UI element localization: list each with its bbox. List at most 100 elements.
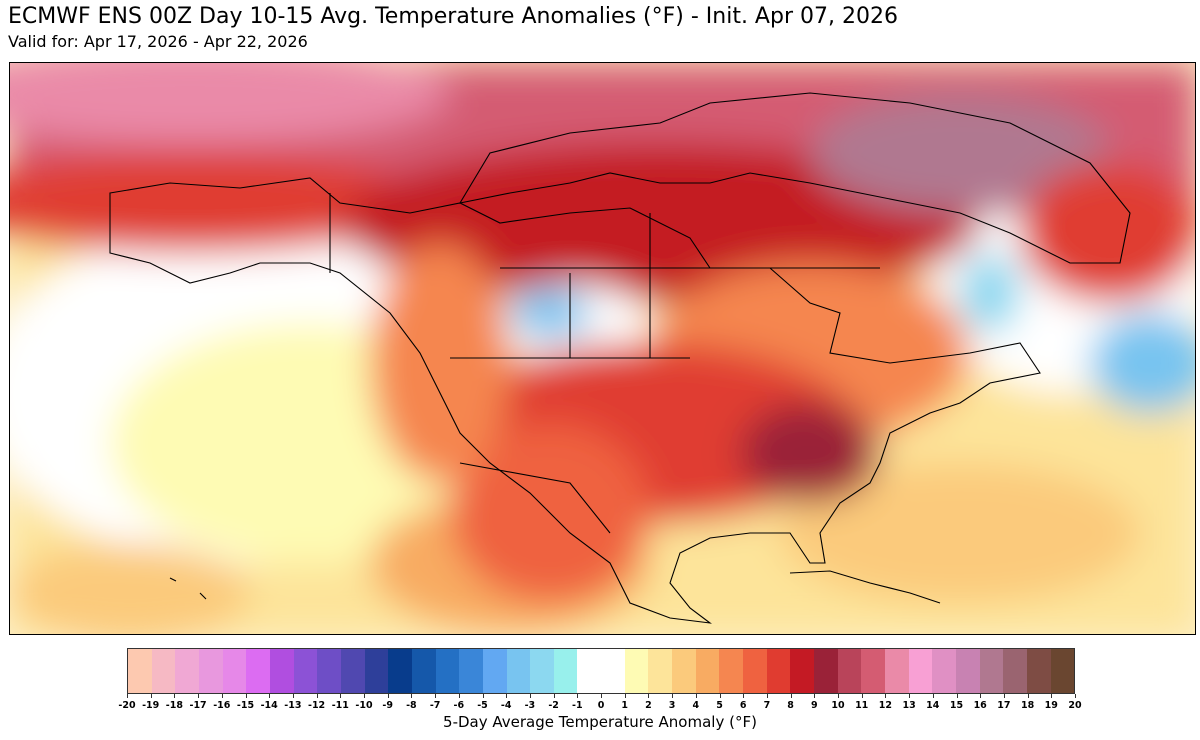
colorbar-tick-label: 4 <box>692 700 700 711</box>
colorbar-tick-label: -3 <box>524 700 536 711</box>
colorbar-bin <box>269 649 294 693</box>
colorbar-tick-label: -16 <box>213 700 231 711</box>
colorbar-tick-mark <box>127 694 128 698</box>
colorbar-tick-label: 17 <box>997 700 1011 711</box>
colorbar-tick-label: -7 <box>429 700 441 711</box>
colorbar-tick-mark <box>1003 694 1005 698</box>
colorbar-tick-label: -4 <box>500 700 512 711</box>
colorbar-bin <box>814 649 838 693</box>
colorbar-bin <box>364 649 389 693</box>
colorbar-tick-label: -8 <box>406 700 417 711</box>
colorbar-bin <box>885 649 909 693</box>
colorbar-bin <box>411 649 436 693</box>
colorbar-bin <box>435 649 460 693</box>
colorbar-bin <box>955 649 980 693</box>
colorbar-tick-mark <box>435 694 437 698</box>
colorbar-tick-mark <box>1051 694 1053 698</box>
colorbar-bin <box>198 649 223 693</box>
colorbar-tick-label: 16 <box>973 700 987 711</box>
colorbar-tick-label: -19 <box>142 700 160 711</box>
colorbar-tick-label: -9 <box>382 700 393 711</box>
colorbar-tick-mark <box>601 694 602 698</box>
colorbar-bin <box>790 649 815 693</box>
colorbar-tick-label: 7 <box>763 700 771 711</box>
colorbar-tick-label: -11 <box>331 700 349 711</box>
colorbar <box>127 648 1075 694</box>
colorbar-bin <box>340 649 365 693</box>
colorbar-bin <box>459 649 483 693</box>
colorbar-bin <box>861 649 885 693</box>
colorbar-tick-label: 1 <box>621 700 628 711</box>
colorbar-tick-mark <box>932 694 934 698</box>
colorbar-bin <box>482 649 507 693</box>
colorbar-bin <box>908 649 933 693</box>
colorbar-tick-mark <box>672 694 674 698</box>
colorbar-tick-mark <box>838 694 839 698</box>
colorbar-bin <box>317 649 341 693</box>
colorbar-bin <box>151 649 176 693</box>
colorbar-bin <box>719 649 744 693</box>
colorbar-bin <box>1050 649 1075 693</box>
anomaly-field <box>10 63 1195 634</box>
colorbar-bin <box>293 649 318 693</box>
colorbar-tick-label: 10 <box>831 700 845 711</box>
colorbar-tick-label: -12 <box>308 700 326 711</box>
colorbar-bin <box>128 649 152 693</box>
colorbar-bin <box>1003 649 1027 693</box>
colorbar-tick-mark <box>1027 694 1029 698</box>
colorbar-tick-label: 13 <box>902 700 916 711</box>
colorbar-tick-mark <box>221 694 223 698</box>
colorbar-bin <box>246 649 270 693</box>
colorbar-tick-mark <box>364 694 365 698</box>
colorbar-tick-label: 15 <box>949 700 964 711</box>
colorbar-tick-mark <box>909 694 911 698</box>
colorbar-bin <box>577 649 602 693</box>
colorbar-tick-mark <box>861 694 863 698</box>
colorbar-ticks: -20 -19 -18 -17 -16 -15 -14 -13 -12 -11 -10 -9 -8 -7-… <box>118 694 1082 713</box>
colorbar-tick-mark <box>245 694 247 698</box>
colorbar-tick-mark <box>198 694 200 698</box>
colorbar-tick-mark <box>790 694 792 698</box>
colorbar-bin <box>601 649 625 693</box>
colorbar-tick-mark <box>719 694 721 698</box>
colorbar-bin <box>648 649 673 693</box>
colorbar-bin <box>837 649 862 693</box>
colorbar-tick-mark <box>411 694 413 698</box>
colorbar-tick-label: -20 <box>118 700 136 711</box>
colorbar-tick-mark <box>624 694 626 698</box>
colorbar-tick-label: 14 <box>926 700 940 711</box>
colorbar-tick-mark <box>316 694 318 698</box>
colorbar-tick-label: -10 <box>355 700 373 711</box>
colorbar-tick-label: -17 <box>189 700 207 711</box>
colorbar-bin <box>388 649 412 693</box>
colorbar-tick-mark <box>174 694 176 698</box>
colorbar-bin <box>695 649 720 693</box>
colorbar-tick-mark <box>553 694 555 698</box>
colorbar-tick-mark <box>458 694 460 698</box>
colorbar-tick-label: 20 <box>1068 700 1082 711</box>
colorbar-tick-label: 5 <box>716 700 723 711</box>
colorbar-bin <box>1026 649 1051 693</box>
colorbar-tick-mark <box>1075 694 1076 698</box>
valid-dates: Valid for: Apr 17, 2026 - Apr 22, 2026 <box>8 32 308 51</box>
colorbar-bin <box>553 649 578 693</box>
colorbar-tick-mark <box>695 694 697 698</box>
colorbar-tick-mark <box>292 694 294 698</box>
colorbar-bin <box>175 649 199 693</box>
colorbar-tick-mark <box>340 694 342 698</box>
colorbar-bin <box>506 649 531 693</box>
colorbar-tick-label: -5 <box>477 700 488 711</box>
colorbar-tick-mark <box>387 694 389 698</box>
colorbar-tick-label: 0 <box>597 700 605 711</box>
colorbar-tick-mark <box>743 694 745 698</box>
colorbar-tick-mark <box>766 694 768 698</box>
colorbar-tick-label: -1 <box>572 700 583 711</box>
colorbar-bin <box>222 649 247 693</box>
map-title: ECMWF ENS 00Z Day 10-15 Avg. Temperature… <box>8 4 898 29</box>
temperature-anomaly-map <box>9 62 1196 635</box>
colorbar-tick-mark <box>150 694 152 698</box>
colorbar-label: 5-Day Average Temperature Anomaly (°F) <box>443 713 757 731</box>
colorbar-tick-mark <box>814 694 816 698</box>
colorbar-tick-label: -2 <box>548 700 559 711</box>
colorbar-bin <box>979 649 1004 693</box>
